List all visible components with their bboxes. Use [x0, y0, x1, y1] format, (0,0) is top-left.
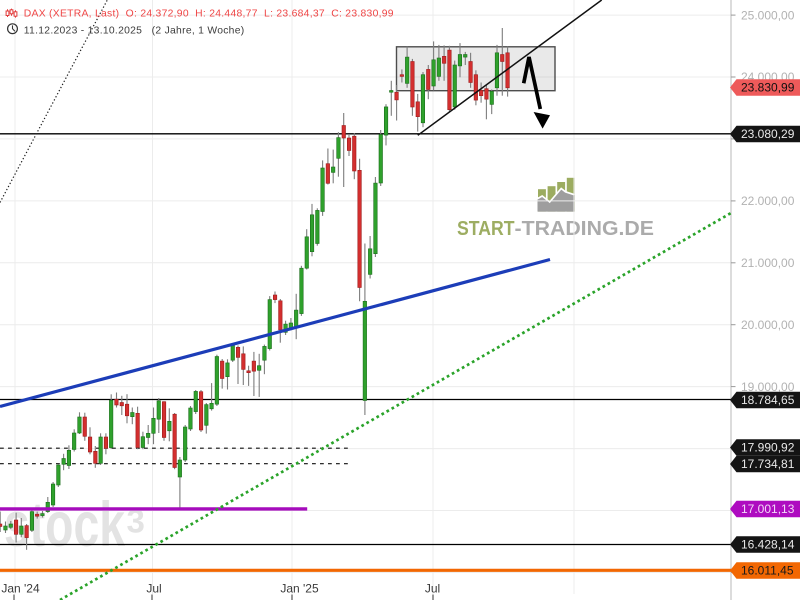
- svg-text:21.000,00: 21.000,00: [741, 256, 795, 270]
- svg-text:11.12.2023 - 13.10.2025 (2 J: 11.12.2023 - 13.10.2025 (2 Jahre, 1 Woch…: [24, 26, 245, 37]
- svg-text:19.000,00: 19.000,00: [741, 380, 795, 394]
- svg-text:23.080,29: 23.080,29: [741, 127, 795, 141]
- svg-text:17.001,13: 17.001,13: [741, 502, 795, 516]
- svg-text:18.784,65: 18.784,65: [741, 393, 795, 407]
- svg-text:17.990,92: 17.990,92: [741, 441, 795, 455]
- svg-text:16.011,45: 16.011,45: [741, 564, 794, 578]
- svg-text:START: START: [457, 217, 515, 240]
- svg-text:Jul: Jul: [146, 582, 161, 596]
- svg-text:Jul: Jul: [425, 582, 440, 596]
- svg-text:DAX (XETRA, Last) O: 24.372,9: DAX (XETRA, Last) O: 24.372,90 H: 24.448…: [24, 8, 394, 19]
- svg-text:Jan '24: Jan '24: [1, 582, 40, 596]
- svg-text:16.428,14: 16.428,14: [741, 538, 795, 552]
- svg-text:20.000,00: 20.000,00: [741, 318, 795, 332]
- svg-text:Jan '25: Jan '25: [280, 582, 319, 596]
- svg-text:25.000,00: 25.000,00: [741, 8, 795, 22]
- svg-text:stock: stock: [4, 490, 126, 560]
- svg-text:22.000,00: 22.000,00: [741, 194, 795, 208]
- svg-text:17.734,81: 17.734,81: [741, 457, 795, 471]
- svg-text:-TRADING.DE: -TRADING.DE: [515, 217, 655, 240]
- svg-text:3: 3: [127, 503, 145, 540]
- svg-text:23.830,99: 23.830,99: [741, 81, 795, 95]
